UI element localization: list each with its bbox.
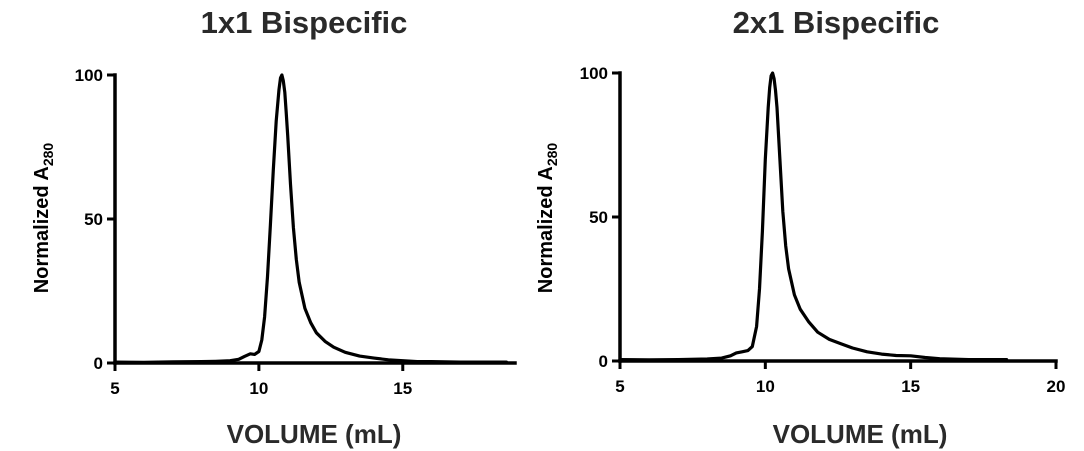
x-tick-label: 5: [110, 379, 119, 398]
y-tick-label: 100: [75, 66, 103, 85]
y-tick-label: 100: [580, 64, 608, 83]
x-tick-label: 5: [615, 377, 624, 396]
y-axis-label-subscript: 280: [544, 143, 560, 167]
x-axis-label: VOLUME (mL): [773, 419, 948, 449]
y-axis-label: Normalized A280: [535, 143, 560, 294]
y-tick-label: 50: [589, 208, 608, 227]
absorbance-trace: [618, 71, 1009, 362]
y-axis-label-main: Normalized A: [31, 166, 53, 293]
series: [113, 73, 508, 364]
x-tick-label: 15: [901, 377, 920, 396]
ticks: 0 50 100 5 10 15: [75, 66, 413, 398]
x-tick-label: 10: [756, 377, 775, 396]
chart-title: 2x1 Bispecific: [733, 5, 940, 40]
x-tick-label: 20: [1047, 377, 1066, 396]
x-axis-label: VOLUME (mL): [227, 419, 402, 449]
absorbance-trace: [113, 73, 508, 364]
y-axis-label-main: Normalized A: [535, 166, 557, 293]
x-tick-label: 15: [393, 379, 412, 398]
ticks: 0 50 100 5 10 15 20: [580, 64, 1066, 396]
y-axis-label: Normalized A280: [31, 143, 56, 294]
x-tick-label: 10: [249, 379, 268, 398]
axes: [618, 71, 1058, 363]
axes: [113, 73, 517, 365]
chart-title: 1x1 Bispecific: [201, 5, 408, 40]
series: [618, 71, 1009, 362]
y-axis-label-subscript: 280: [40, 143, 56, 167]
y-tick-label: 0: [599, 352, 608, 371]
y-tick-label: 50: [84, 210, 103, 229]
chart-2x1-bispecific: 2x1 Bispecific Normalized A280 0 50 100 5 10…: [535, 5, 1065, 449]
y-tick-label: 0: [94, 354, 103, 373]
chart-1x1-bispecific: 1x1 Bispecific Normalized A280 0 50 100 5 10…: [31, 5, 517, 449]
